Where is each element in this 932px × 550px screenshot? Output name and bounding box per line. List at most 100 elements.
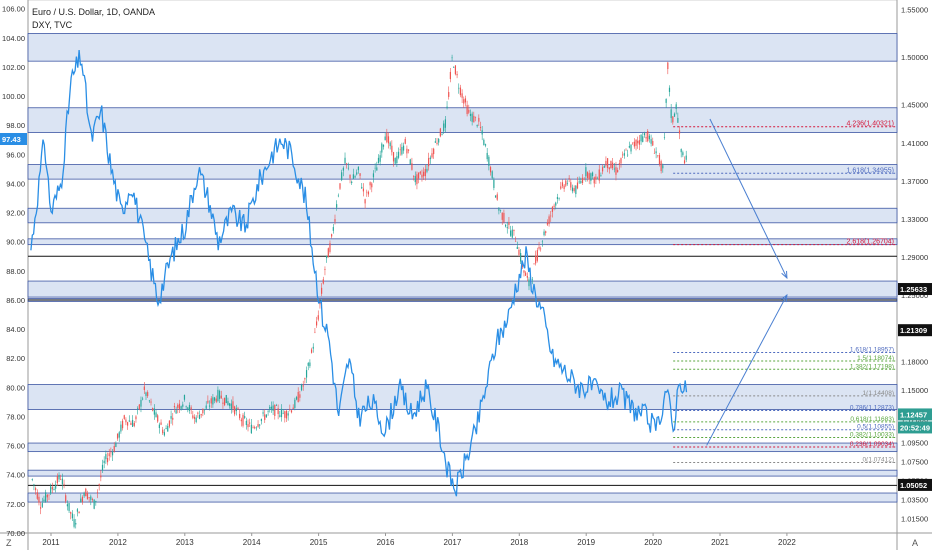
candle-body [177,404,179,408]
candle-body [389,142,391,147]
candle-body [555,202,557,206]
left-axis-tick: 80.00 [6,383,25,392]
candle-body [652,141,654,146]
candle-body [284,411,286,418]
legend-compare-symbol[interactable]: DXY, TVC [32,20,73,30]
candle-body [538,246,540,249]
candle-body [165,428,167,429]
candle-body [404,138,406,144]
candle-body [270,406,273,409]
candle-body [424,169,426,177]
resistance-band [27,238,898,246]
candle-body [525,272,527,276]
zoom-icon[interactable]: Z [6,538,12,548]
candle-body [658,155,661,165]
left-price-axis[interactable]: 106.00 104.00 102.00 100.00 98.00 96.00 94.00 9… [2,5,25,538]
candle-body [121,420,124,429]
candle-body [212,397,214,405]
candle-body [648,135,651,140]
candle-body [643,133,646,136]
candle-body [143,386,145,390]
right-axis-tick: 1.45000 [901,101,928,110]
auto-scale-icon[interactable]: A [912,538,919,548]
candle-body [550,215,552,217]
candle-body [605,160,607,166]
candle-body [299,394,301,398]
right-price-axis[interactable]: 1.55000 1.50000 1.45000 1.41000 1.37000 1.330… [901,6,928,524]
candle-body [50,486,52,494]
candle-body [632,142,634,144]
candle-body [454,65,457,75]
time-tick-label: 2020 [644,538,662,547]
candle-body [504,224,507,227]
candle-body [65,495,67,502]
candle-body [369,182,371,186]
candle-body [533,263,535,265]
candle-body [71,513,74,519]
candle-body [175,410,177,414]
candle-body [625,149,627,151]
candle-body [645,136,647,139]
candle-body [106,458,109,463]
candle-body [586,172,589,179]
candle-body [667,62,669,70]
candle-body [510,230,512,236]
left-axis-tick: 78.00 [6,412,25,421]
time-tick-label: 2013 [176,538,194,547]
candle-body [321,287,323,294]
candle-body [598,169,600,181]
candle-body [387,136,390,144]
candle-body [617,169,619,173]
right-axis-tick: 1.29000 [901,253,928,262]
right-axis-tick: 1.09500 [901,439,928,448]
candle-body [188,405,191,411]
candle-body [260,418,263,422]
resistance-band [27,280,898,298]
eurusd-candles [31,54,687,529]
candle-body [100,475,102,478]
candle-body [367,191,370,195]
candle-body [205,405,207,409]
candle-body [655,151,657,154]
candle-body [613,168,615,170]
candle-body [255,427,257,429]
candle-body [242,414,244,426]
candle-body [252,427,254,428]
candle-body [183,395,186,400]
time-tick-label: 2016 [377,538,395,547]
candle-body [443,123,445,132]
candle-body [280,408,283,418]
candle-body [153,408,155,415]
candle-body [53,489,55,491]
resistance-price-tag: 1.25633 [900,285,927,294]
candle-body [40,507,42,509]
support-band [27,469,898,477]
candle-body [113,446,115,452]
candle-body [305,370,308,378]
candle-body [563,185,565,189]
candle-body [218,390,221,399]
candle-body [152,408,154,411]
candle-body [118,432,120,438]
right-axis-tick: 1.03500 [901,496,928,505]
candle-body [295,397,298,400]
time-axis[interactable]: 2011 2012 2013 2014 2015 2016 2017 2018 2019 2020… [42,533,796,547]
candle-body [556,197,559,199]
candle-body [439,128,441,137]
fib-level-label: 0.618(1.11683) [850,416,894,423]
candle-body [633,141,635,147]
legend-main-symbol[interactable]: Euro / U.S. Dollar, 1D, OANDA [32,7,156,17]
candle-body [167,426,169,432]
resistance-band [27,33,898,62]
candle-body [140,399,142,407]
candle-body [128,420,130,422]
candle-body [111,451,114,456]
candle-body [96,492,99,493]
dxy-line [30,50,688,497]
fib-level-label: 1.5(1.18074) [857,355,894,362]
candle-body [329,243,331,252]
candle-body [496,194,498,200]
candle-body [344,157,346,164]
